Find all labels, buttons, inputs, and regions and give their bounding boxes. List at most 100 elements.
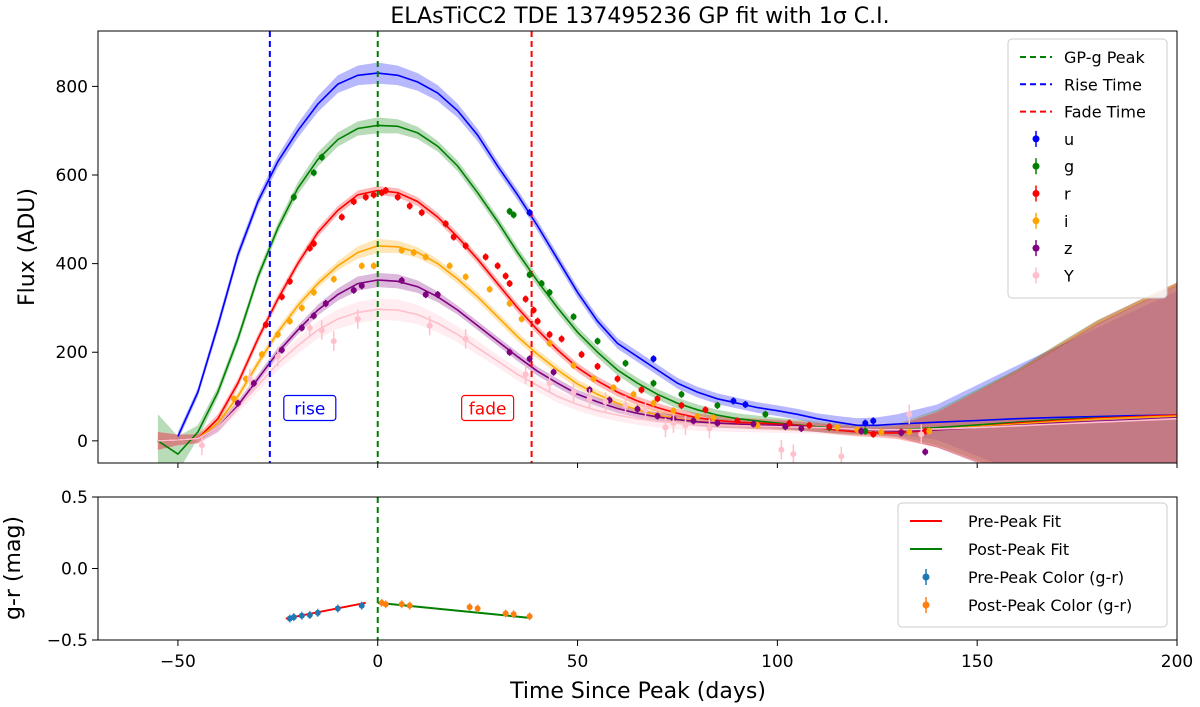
data-point-z xyxy=(634,405,641,413)
data-point-g xyxy=(546,288,553,296)
legend-label: Fade Time xyxy=(1064,103,1146,122)
data-point-r xyxy=(394,193,401,201)
data-point-Y xyxy=(198,435,205,456)
color-point-post-peak-color-g-r- xyxy=(406,601,413,610)
color-legend: Pre-Peak Fit Post-Peak Fit Pre-Peak Color … xyxy=(897,502,1168,628)
band-Y xyxy=(157,285,1177,463)
data-point-u xyxy=(526,209,533,217)
data-point-Y xyxy=(246,369,253,389)
data-point-r xyxy=(594,362,601,370)
data-point-z xyxy=(898,429,905,437)
color-point-post-peak-color-g-r- xyxy=(398,600,405,609)
data-point-r xyxy=(654,395,661,403)
flux-y-tick-label: 200 xyxy=(56,343,88,363)
data-point-r xyxy=(442,220,449,228)
color-y-tick-label: 0.5 xyxy=(61,488,88,508)
fit-line-z xyxy=(157,279,1177,442)
data-point-z xyxy=(250,379,257,387)
data-point-i xyxy=(694,412,701,421)
band-r xyxy=(157,186,1177,463)
data-point-u xyxy=(862,419,869,427)
data-point-u xyxy=(870,417,877,425)
color-y-tick-label: 0.0 xyxy=(61,560,88,580)
legend-label: r xyxy=(1064,185,1071,204)
data-point-Y xyxy=(546,373,553,393)
legend-label: Rise Time xyxy=(1064,75,1142,94)
legend-label: GP-g Peak xyxy=(1064,48,1145,67)
legend-label: Post-Peak Fit xyxy=(968,540,1069,559)
data-point-r xyxy=(826,423,833,431)
data-point-g xyxy=(538,280,545,288)
data-point-Y xyxy=(570,382,577,402)
fit-line-Y xyxy=(157,308,1177,442)
data-point-z xyxy=(750,420,757,428)
fit-line-r xyxy=(157,189,1177,442)
data-point-Y xyxy=(670,413,677,433)
flux-legend-box xyxy=(1007,38,1168,299)
data-point-Y xyxy=(318,320,325,340)
data-point-Y xyxy=(522,364,529,385)
data-point-Y xyxy=(706,418,713,439)
data-point-Y xyxy=(330,331,337,351)
data-point-Y xyxy=(662,417,669,438)
data-point-z xyxy=(422,291,429,299)
data-point-r xyxy=(578,350,585,358)
x-tick-label: −50 xyxy=(160,652,196,672)
data-point-i xyxy=(546,339,553,347)
data-point-u xyxy=(742,400,749,409)
legend-entry-g: g xyxy=(1032,157,1074,176)
fit-line-pre-peak-fit xyxy=(285,601,366,620)
data-point-z xyxy=(298,324,305,332)
color-point-pre-peak-color-g-r- xyxy=(298,611,305,620)
data-point-r xyxy=(494,262,501,270)
legend-entry-i: i xyxy=(1032,212,1068,231)
data-point-z xyxy=(358,282,365,290)
data-point-z xyxy=(922,448,929,456)
flux-y-tick-label: 0 xyxy=(77,432,88,452)
data-point-Y xyxy=(426,315,433,336)
data-point-z xyxy=(714,419,721,427)
x-tick-label: 200 xyxy=(1161,652,1193,672)
legend-label: u xyxy=(1064,130,1074,149)
data-point-r xyxy=(546,330,553,339)
data-point-i xyxy=(330,275,337,283)
flux-plot-frame xyxy=(97,30,1178,464)
legend-entry-r: r xyxy=(1032,185,1071,204)
data-point-Y xyxy=(622,395,629,416)
data-point-z xyxy=(654,412,661,420)
data-point-r xyxy=(530,306,537,314)
data-point-i xyxy=(650,399,657,407)
color-legend-box xyxy=(897,502,1168,628)
data-point-u xyxy=(650,355,657,363)
legend-entry-pre-peak-color-g-r-: Pre-Peak Color (g-r) xyxy=(922,568,1124,587)
data-point-z xyxy=(234,399,241,407)
data-point-r xyxy=(678,401,685,409)
data-point-r xyxy=(450,233,457,241)
color-panel: −0.5 0.0 0.5 −50 0 50 100 150 200 g-r (mag) Tim… xyxy=(1,488,1193,704)
data-point-Y xyxy=(306,318,313,338)
data-point-r xyxy=(418,209,425,217)
data-point-z xyxy=(278,346,285,354)
legend-label: Pre-Peak Color (g-r) xyxy=(968,568,1124,587)
color-point-pre-peak-color-g-r- xyxy=(358,601,365,610)
legend-entry-fade-time: Fade Time xyxy=(1020,103,1146,122)
annotation-fade: fade xyxy=(469,400,507,420)
data-point-r xyxy=(558,335,565,343)
data-point-i xyxy=(906,428,913,436)
data-point-g xyxy=(570,313,577,321)
data-point-g xyxy=(310,169,317,177)
data-point-i xyxy=(878,428,885,436)
data-point-i xyxy=(518,315,525,323)
data-point-r xyxy=(806,421,813,429)
data-point-r xyxy=(350,198,357,206)
annotation-box-fade xyxy=(461,394,515,422)
data-point-g xyxy=(678,390,685,398)
data-point-i xyxy=(410,248,417,257)
legend-label: Pre-Peak Fit xyxy=(968,512,1061,531)
data-point-Y xyxy=(682,415,689,436)
legend-entry-z: z xyxy=(1032,239,1072,258)
data-point-r xyxy=(370,191,377,199)
data-point-i xyxy=(462,273,469,281)
annotation-rise: rise xyxy=(294,400,325,420)
